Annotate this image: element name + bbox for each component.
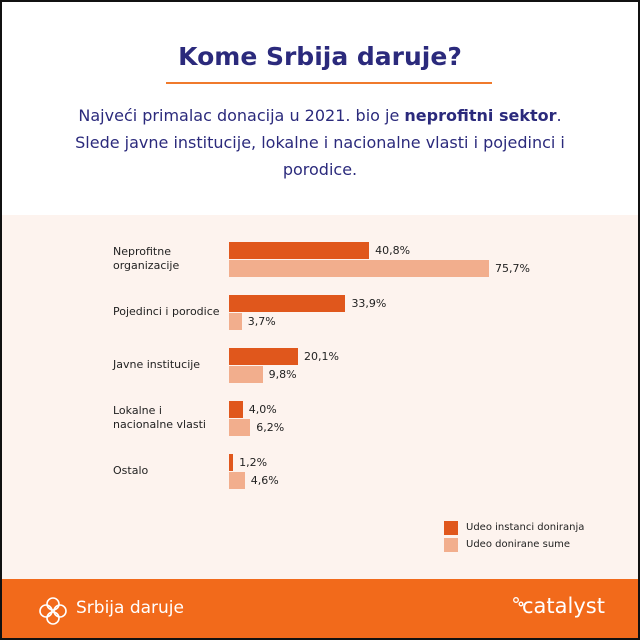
bar bbox=[229, 348, 299, 365]
subtitle: Najveći primalac donacija u 2021. bio je… bbox=[62, 102, 578, 183]
subtitle-emphasis: neprofitni sektor bbox=[404, 106, 557, 125]
value-label: 3,7% bbox=[247, 315, 276, 328]
partner-logo bbox=[513, 597, 524, 607]
legend-label: Udeo donirane sume bbox=[466, 539, 571, 550]
category-label: Lokalne i nacionalne vlasti bbox=[113, 404, 206, 431]
value-label: 75,7% bbox=[495, 262, 530, 275]
bar bbox=[229, 260, 490, 277]
subtitle-text: Najveći primalac donacija u 2021. bio je bbox=[78, 106, 405, 125]
category-label: Pojedinci i porodice bbox=[113, 305, 220, 318]
category-label: Neprofitne organizacije bbox=[113, 245, 180, 272]
bar bbox=[229, 295, 346, 312]
bar bbox=[229, 419, 251, 436]
category-label: Javne institucije bbox=[113, 358, 201, 371]
value-label: 20,1% bbox=[304, 350, 339, 363]
value-label: 9,8% bbox=[268, 368, 297, 381]
bar bbox=[229, 242, 370, 259]
brand-name: Srbija daruje bbox=[76, 598, 184, 618]
value-label: 6,2% bbox=[256, 421, 285, 434]
bar bbox=[229, 454, 234, 471]
value-label: 33,9% bbox=[351, 297, 387, 310]
bar bbox=[229, 472, 245, 489]
bar bbox=[229, 313, 242, 330]
category-label: Ostalo bbox=[113, 464, 149, 477]
legend-swatch bbox=[444, 538, 458, 552]
brand-logo bbox=[39, 597, 67, 625]
bar bbox=[229, 366, 263, 383]
value-label: 40,8% bbox=[375, 244, 411, 257]
title-underline bbox=[166, 82, 492, 84]
legend-swatch bbox=[444, 521, 458, 535]
bar bbox=[229, 401, 243, 418]
subtitle-text: . Slede javne institucije, lokalne i nac… bbox=[75, 106, 565, 179]
footer bbox=[2, 579, 638, 638]
legend-label: Udeo instanci doniranja bbox=[466, 522, 585, 533]
value-label: 4,6% bbox=[250, 474, 279, 487]
chart-title: Kome Srbija daruje? bbox=[178, 42, 462, 71]
value-label: 4,0% bbox=[248, 403, 277, 416]
partner-name: catalyst bbox=[522, 594, 605, 618]
value-label: 1,2% bbox=[239, 456, 268, 469]
